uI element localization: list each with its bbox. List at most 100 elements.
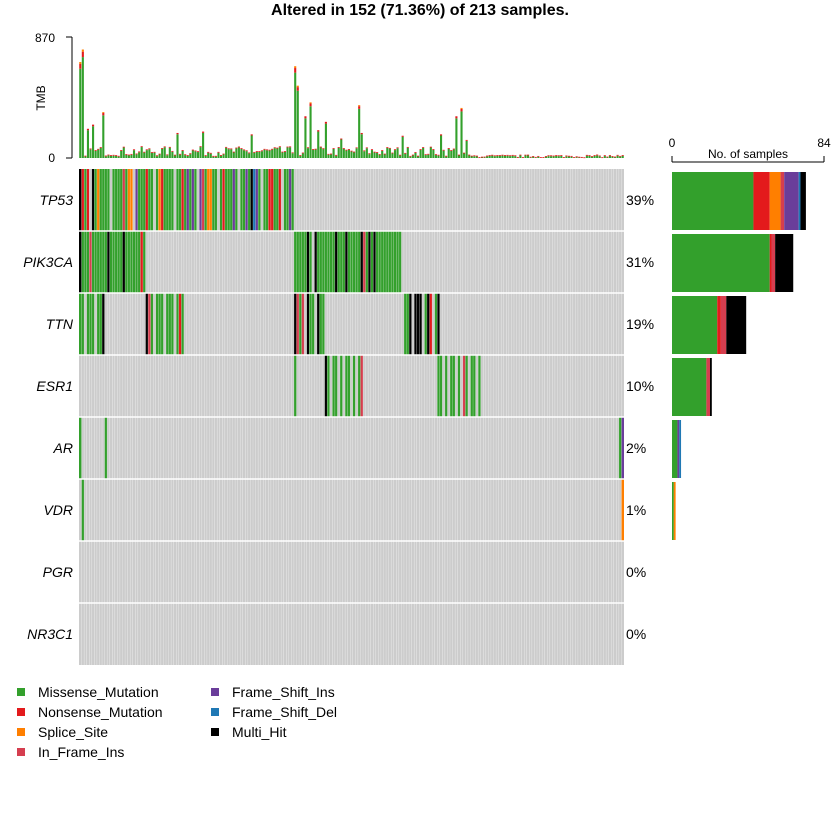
matrix-cell-empty	[209, 293, 213, 355]
matrix-cell-empty	[483, 603, 486, 665]
matrix-cell-empty	[426, 603, 430, 665]
matrix-cell-empty	[457, 231, 461, 293]
matrix-cell-empty	[255, 603, 259, 665]
matrix-cell-empty	[442, 355, 445, 417]
matrix-cell-empty	[145, 417, 149, 479]
matrix-cell-empty	[452, 417, 456, 479]
matrix-cell-empty	[360, 479, 364, 541]
matrix-cell-empty	[398, 169, 402, 231]
matrix-cell-empty	[432, 169, 435, 231]
tmb-bar-nonsense	[383, 153, 386, 155]
side-bar-pik3ca-multi_hit	[775, 234, 794, 292]
matrix-cell-empty	[183, 293, 187, 355]
matrix-cell-empty	[455, 169, 458, 231]
matrix-cell-missense_mutation	[242, 169, 246, 231]
legend-swatch-frame_shift_ins	[211, 688, 219, 696]
tmb-bar-splice	[81, 49, 84, 52]
matrix-cell-empty	[189, 541, 192, 603]
matrix-cell-empty	[513, 169, 517, 231]
matrix-cell-empty	[281, 169, 284, 231]
matrix-cell-empty	[140, 417, 143, 479]
matrix-cell-empty	[475, 541, 479, 603]
matrix-cell-empty	[160, 417, 164, 479]
matrix-cell-empty	[442, 231, 445, 293]
matrix-cell-empty	[81, 417, 85, 479]
matrix-cell-empty	[370, 417, 374, 479]
matrix-cell-empty	[158, 603, 161, 665]
matrix-cell-empty	[301, 355, 305, 417]
matrix-cell-empty	[135, 293, 138, 355]
tmb-bar-nonsense	[386, 147, 389, 148]
tmb-bar-nonsense	[109, 155, 113, 156]
matrix-cell-empty	[181, 479, 184, 541]
matrix-cell-empty	[122, 355, 126, 417]
matrix-cell-empty	[398, 293, 402, 355]
tmb-bar-splice	[358, 105, 361, 107]
matrix-cell-empty	[393, 169, 397, 231]
matrix-cell-missense_mutation	[304, 231, 307, 293]
matrix-cell-empty	[125, 479, 128, 541]
matrix-cell-empty	[237, 603, 241, 665]
matrix-cell-empty	[560, 355, 563, 417]
matrix-cell-empty	[600, 169, 604, 231]
matrix-cell-empty	[452, 293, 456, 355]
matrix-cell-missense_mutation	[165, 169, 169, 231]
matrix-cell-empty	[616, 417, 619, 479]
matrix-cell-empty	[447, 603, 451, 665]
matrix-cell-empty	[577, 479, 581, 541]
matrix-cell-empty	[293, 417, 297, 479]
matrix-cell-empty	[135, 541, 138, 603]
matrix-cell-empty	[342, 479, 346, 541]
matrix-cell-empty	[217, 417, 220, 479]
matrix-cell-empty	[409, 231, 412, 293]
tmb-bar-nonsense	[268, 149, 271, 151]
matrix-cell-empty	[401, 169, 404, 231]
matrix-cell-empty	[368, 479, 371, 541]
matrix-cell-empty	[370, 169, 374, 231]
matrix-cell-empty	[229, 355, 233, 417]
matrix-cell-empty	[347, 479, 351, 541]
matrix-cell-empty	[501, 355, 504, 417]
matrix-cell-empty	[365, 169, 369, 231]
matrix-cell-empty	[357, 169, 361, 231]
matrix-cell-empty	[618, 479, 622, 541]
matrix-cell-empty	[268, 541, 271, 603]
matrix-cell-empty	[572, 231, 576, 293]
matrix-cell-empty	[606, 603, 609, 665]
matrix-cell-empty	[153, 603, 156, 665]
matrix-cell-empty	[296, 169, 300, 231]
matrix-cell-empty	[411, 479, 415, 541]
matrix-cell-empty	[552, 355, 555, 417]
matrix-cell-empty	[375, 541, 379, 603]
tmb-bar-nonsense	[445, 155, 448, 157]
matrix-cell-empty	[178, 541, 182, 603]
matrix-cell-empty	[265, 231, 269, 293]
matrix-cell-empty	[396, 355, 399, 417]
matrix-cell-missense_mutation	[345, 355, 348, 417]
matrix-cell-empty	[148, 355, 151, 417]
tmb-bar-missense	[209, 153, 212, 158]
matrix-cell-empty	[429, 231, 433, 293]
matrix-cell-empty	[194, 417, 197, 479]
tmb-bar-nonsense	[281, 151, 284, 153]
matrix-cell-empty	[444, 417, 448, 479]
matrix-cell-empty	[572, 541, 576, 603]
matrix-cell-empty	[194, 479, 197, 541]
matrix-cell-empty	[365, 293, 369, 355]
tmb-bar-missense	[191, 150, 194, 158]
matrix-cell-empty	[503, 293, 507, 355]
tmb-bar-missense	[616, 155, 619, 158]
matrix-cell-empty	[355, 293, 358, 355]
legend-label-in_frame_ins: In_Frame_Ins	[38, 744, 124, 760]
tmb-bar-missense	[452, 149, 455, 158]
matrix-cell-empty	[403, 541, 407, 603]
matrix-cell-empty	[434, 603, 438, 665]
matrix-cell-empty	[258, 603, 261, 665]
matrix-cell-empty	[595, 603, 599, 665]
matrix-cell-empty	[444, 169, 448, 231]
matrix-cell-empty	[572, 603, 576, 665]
tmb-bar-nonsense	[350, 150, 353, 152]
matrix-cell-missense_mutation	[183, 169, 187, 231]
matrix-cell-empty	[255, 355, 259, 417]
